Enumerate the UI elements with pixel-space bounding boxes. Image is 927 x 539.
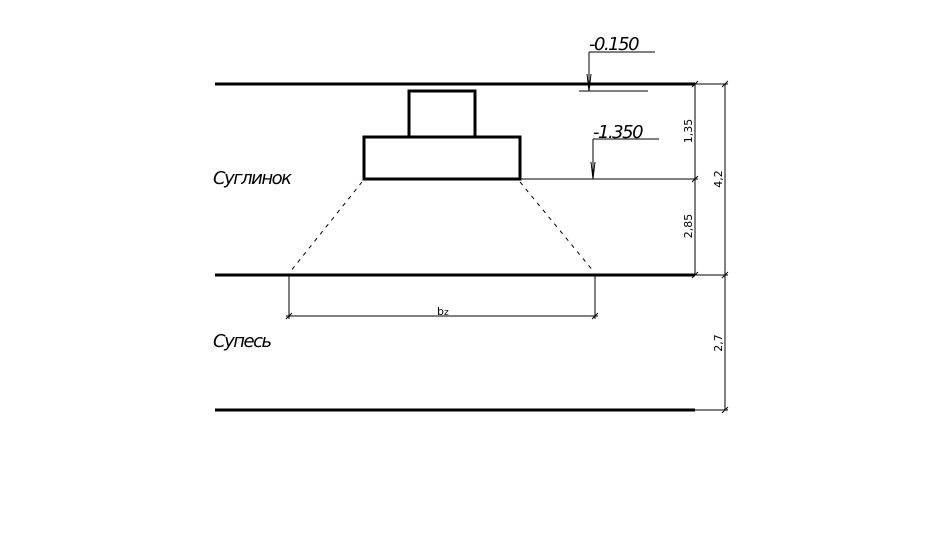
tick: [591, 312, 599, 320]
dimension-text: 1,35: [682, 119, 695, 144]
dimension-text: 2,7: [712, 334, 725, 352]
width-main: b: [437, 305, 444, 318]
elevation-base: -1.350: [593, 122, 643, 143]
width-label: bz: [437, 305, 449, 318]
width-sub: z: [444, 308, 449, 318]
soil-label: Супесь: [213, 331, 271, 352]
tick: [285, 312, 293, 320]
tick: [721, 80, 729, 88]
tick: [721, 406, 729, 414]
soil-label: Суглинок: [213, 168, 292, 189]
column: [407, 89, 477, 139]
tick: [721, 271, 729, 279]
tick: [691, 175, 699, 183]
dimension-text: 2,85: [682, 214, 695, 239]
spread-line: [289, 181, 363, 273]
elevation-top: -0.150: [589, 34, 639, 55]
footing: [362, 135, 522, 181]
spread-line: [519, 181, 595, 273]
dimension-text: 4,2: [712, 170, 725, 188]
